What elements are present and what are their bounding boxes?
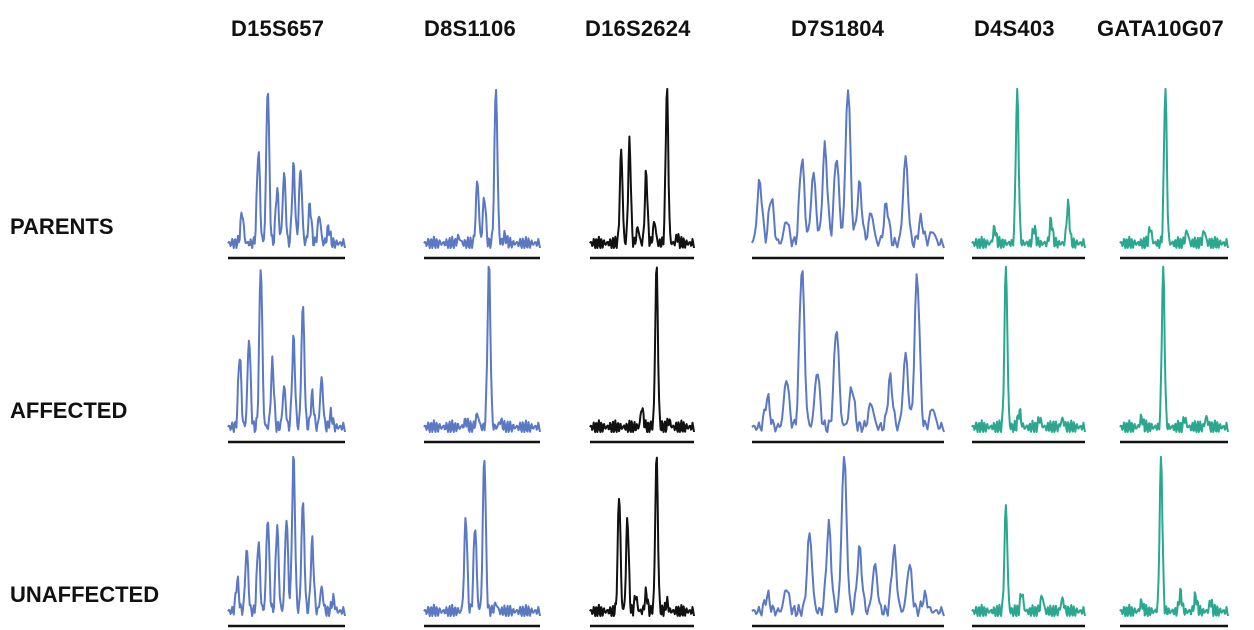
marker-title-d8s1106: D8S1106 xyxy=(424,16,516,41)
trace-unaffected-d8s1106 xyxy=(423,459,541,617)
trace-parents-d8s1106 xyxy=(423,88,541,249)
trace-affected-d7s1804 xyxy=(751,270,945,433)
trace-affected-d15s657 xyxy=(227,269,346,433)
trace-affected-d16s2624 xyxy=(589,266,695,433)
trace-unaffected-gata10g07 xyxy=(1119,455,1229,617)
trace-parents-d7s1804 xyxy=(751,89,945,249)
trace-unaffected-d7s1804 xyxy=(751,455,945,617)
marker-title-d15s657: D15S657 xyxy=(231,16,325,41)
trace-unaffected-d4s403 xyxy=(971,504,1086,617)
trace-parents-d15s657 xyxy=(227,92,346,249)
marker-title-d16s2624: D16S2624 xyxy=(585,16,691,41)
trace-affected-gata10g07 xyxy=(1119,265,1229,433)
trace-parents-d4s403 xyxy=(971,87,1086,249)
trace-parents-gata10g07 xyxy=(1119,87,1229,249)
trace-parents-d16s2624 xyxy=(589,87,695,249)
trace-unaffected-d16s2624 xyxy=(589,456,695,617)
trace-affected-d8s1106 xyxy=(423,265,541,433)
marker-title-gata10g07: GATA10G07 xyxy=(1097,16,1224,41)
row-label-parents: PARENTS xyxy=(10,214,114,239)
trace-affected-d4s403 xyxy=(971,265,1086,433)
marker-title-d7s1804: D7S1804 xyxy=(791,16,885,41)
row-label-affected: AFFECTED xyxy=(10,398,128,423)
row-label-unaffected: UNAFFECTED xyxy=(10,582,160,607)
trace-unaffected-d15s657 xyxy=(227,455,346,617)
marker-title-d4s403: D4S403 xyxy=(974,16,1055,41)
